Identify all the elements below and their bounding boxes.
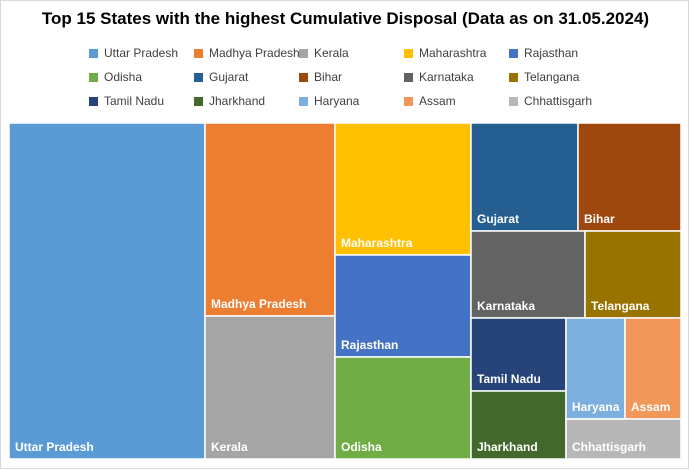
legend-item-chhattisgarh: Chhattisgarh <box>509 94 592 108</box>
legend-item-haryana: Haryana <box>299 94 359 108</box>
legend: Uttar Pradesh Madhya Pradesh Kerala Maharas… <box>1 1 689 111</box>
legend-item-jharkhand: Jharkhand <box>194 94 265 108</box>
legend-item-bihar: Bihar <box>299 70 342 84</box>
tile-rajasthan <box>334 254 472 358</box>
tile-telangana <box>584 230 682 319</box>
tile-haryana <box>565 317 626 420</box>
legend-swatch-bihar <box>299 72 308 82</box>
legend-label-madhya-pradesh: Madhya Pradesh <box>209 46 300 60</box>
legend-swatch-haryana <box>299 96 308 106</box>
tile-label-rajasthan: Rajasthan <box>341 338 398 352</box>
legend-item-odisha: Odisha <box>89 70 142 84</box>
legend-swatch-karnataka <box>404 72 413 82</box>
tile-madhya-pradesh <box>204 122 336 317</box>
tile-label-tamil-nadu: Tamil Nadu <box>477 372 541 386</box>
tile-label-telangana: Telangana <box>591 299 650 313</box>
legend-swatch-rajasthan <box>509 48 518 58</box>
legend-label-telangana: Telangana <box>524 70 580 84</box>
legend-swatch-jharkhand <box>194 96 203 106</box>
legend-swatch-tamil-nadu <box>89 96 98 106</box>
tile-label-uttar-pradesh: Uttar Pradesh <box>15 440 94 454</box>
legend-item-uttar-pradesh: Uttar Pradesh <box>89 46 178 60</box>
legend-label-karnataka: Karnataka <box>419 70 474 84</box>
legend-label-maharashtra: Maharashtra <box>419 46 487 60</box>
tile-chhattisgarh <box>565 418 682 460</box>
legend-swatch-odisha <box>89 72 98 82</box>
legend-label-odisha: Odisha <box>104 70 143 84</box>
legend-item-telangana: Telangana <box>509 70 579 84</box>
legend-item-kerala: Kerala <box>299 46 349 60</box>
legend-swatch-gujarat <box>194 72 203 82</box>
tile-jharkhand <box>470 390 567 460</box>
chart-title: Top 15 States with the highest Cumulativ… <box>41 9 650 28</box>
tile-gujarat <box>470 122 579 232</box>
legend-swatch-kerala <box>299 48 308 58</box>
legend-swatch-maharashtra <box>404 48 413 58</box>
tile-label-odisha: Odisha <box>341 440 382 454</box>
legend-swatch-assam <box>404 96 413 106</box>
tile-label-chhattisgarh: Chhattisgarh <box>572 440 646 454</box>
legend-label-rajasthan: Rajasthan <box>524 46 579 60</box>
legend-label-assam: Assam <box>419 94 456 108</box>
legend-label-gujarat: Gujarat <box>209 70 249 84</box>
tile-label-haryana: Haryana <box>572 400 620 414</box>
tile-label-gujarat: Gujarat <box>477 212 519 226</box>
legend-label-tamil-nadu: Tamil Nadu <box>104 94 165 108</box>
tile-label-karnataka: Karnataka <box>477 299 535 313</box>
tile-odisha <box>334 356 472 460</box>
legend-swatch-uttar-pradesh <box>89 48 98 58</box>
tile-bihar <box>577 122 682 232</box>
tile-label-kerala: Kerala <box>211 440 248 454</box>
tile-label-maharashtra: Maharashtra <box>341 236 413 250</box>
tile-assam <box>624 317 682 420</box>
legend-label-jharkhand: Jharkhand <box>209 94 266 108</box>
legend-item-karnataka: Karnataka <box>404 70 474 84</box>
tile-label-jharkhand: Jharkhand <box>477 440 538 454</box>
tile-label-madhya-pradesh: Madhya Pradesh <box>211 297 306 311</box>
tile-kerala <box>204 315 336 460</box>
legend-item-assam: Assam <box>404 94 456 108</box>
legend-item-madhya-pradesh: Madhya Pradesh <box>194 46 300 60</box>
legend-item-gujarat: Gujarat <box>194 70 248 84</box>
legend-label-haryana: Haryana <box>314 94 360 108</box>
legend-label-bihar: Bihar <box>314 70 343 84</box>
tile-maharashtra <box>334 122 472 256</box>
tile-label-bihar: Bihar <box>584 212 615 226</box>
tile-label-assam: Assam <box>631 400 670 414</box>
legend-item-rajasthan: Rajasthan <box>509 46 578 60</box>
legend-label-uttar-pradesh: Uttar Pradesh <box>104 46 179 60</box>
legend-swatch-madhya-pradesh <box>194 48 203 58</box>
tile-uttar-pradesh <box>8 122 206 460</box>
tile-karnataka <box>470 230 586 319</box>
tile-tamil-nadu <box>470 317 567 392</box>
legend-swatch-telangana <box>509 72 518 82</box>
legend-item-maharashtra: Maharashtra <box>404 46 486 60</box>
legend-label-kerala: Kerala <box>314 46 349 60</box>
legend-swatch-chhattisgarh <box>509 96 518 106</box>
legend-item-tamil-nadu: Tamil Nadu <box>89 94 164 108</box>
legend-label-chhattisgarh: Chhattisgarh <box>524 94 593 108</box>
